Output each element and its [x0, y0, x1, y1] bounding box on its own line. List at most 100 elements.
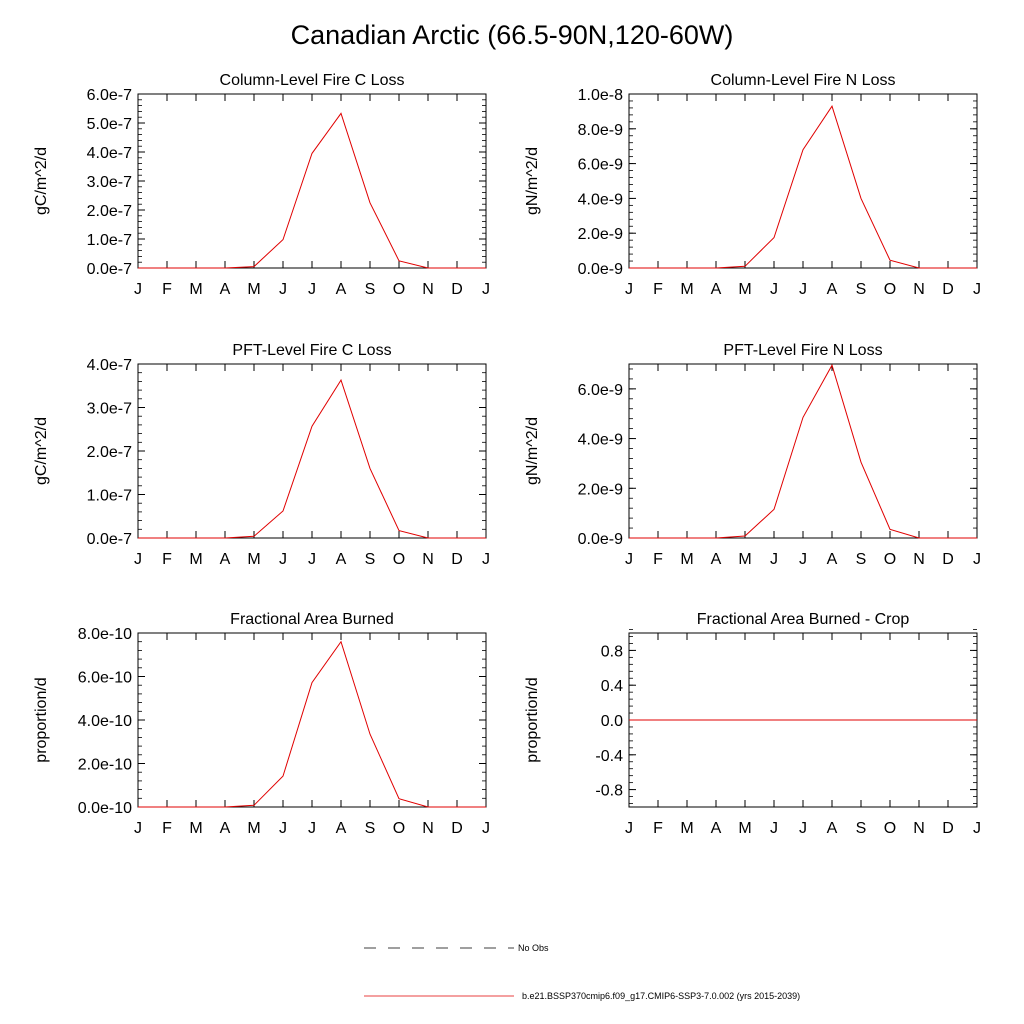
y-tick-label: 4.0e-7	[87, 145, 132, 162]
x-tick-label: J	[799, 820, 807, 837]
x-tick-label: M	[738, 551, 751, 568]
plot-frame	[137, 93, 487, 269]
y-axis-label: proportion/d	[33, 677, 50, 762]
x-tick-label: J	[134, 551, 142, 568]
x-tick-label: A	[711, 551, 722, 568]
x-tick-label: S	[856, 820, 867, 837]
y-tick-label: -0.4	[595, 748, 623, 765]
x-tick-label: D	[451, 820, 463, 837]
y-tick-label: 2.0e-9	[578, 226, 623, 243]
x-tick-label: J	[308, 551, 316, 568]
x-tick-label: M	[738, 820, 751, 837]
x-tick-label: J	[625, 281, 633, 298]
series-line	[629, 363, 977, 539]
x-tick-label: A	[220, 281, 231, 298]
x-tick-label: J	[625, 820, 633, 837]
plot-frame	[137, 363, 487, 539]
x-tick-label: J	[482, 281, 490, 298]
x-tick-label: N	[913, 281, 925, 298]
y-tick-label: 4.0e-9	[578, 432, 623, 449]
x-tick-label: J	[134, 820, 142, 837]
x-tick-label: A	[827, 551, 838, 568]
y-tick-label: 2.0e-10	[78, 757, 132, 774]
x-tick-label: S	[856, 281, 867, 298]
x-tick-label: D	[451, 281, 463, 298]
x-tick-label: O	[393, 551, 405, 568]
x-tick-label: M	[680, 551, 693, 568]
x-tick-label: D	[942, 551, 954, 568]
panel-title: Column-Level Fire C Loss	[220, 72, 405, 89]
panel-title: PFT-Level Fire C Loss	[232, 342, 391, 359]
y-tick-label: 6.0e-9	[578, 157, 623, 174]
y-tick-label: 3.0e-7	[87, 401, 132, 418]
x-tick-label: N	[422, 820, 434, 837]
x-tick-label: M	[247, 551, 260, 568]
y-tick-label: -0.8	[595, 783, 623, 800]
y-tick-label: 0.0e-7	[87, 261, 132, 278]
x-tick-label: A	[827, 281, 838, 298]
plot-frame	[628, 363, 978, 539]
x-tick-label: M	[189, 551, 202, 568]
y-tick-label: 0.8	[601, 643, 623, 660]
x-tick-label: F	[162, 281, 172, 298]
x-tick-label: J	[279, 820, 287, 837]
series-line	[138, 378, 486, 539]
y-tick-label: 8.0e-10	[78, 626, 132, 643]
legend: No Obs b.e21.BSSP370cmip6.f09_g17.CMIP6-…	[364, 943, 800, 1001]
x-tick-label: M	[189, 281, 202, 298]
x-tick-label: S	[365, 820, 376, 837]
x-tick-label: A	[220, 820, 231, 837]
x-tick-label: J	[279, 551, 287, 568]
x-tick-label: F	[162, 820, 172, 837]
y-tick-label: 6.0e-9	[578, 382, 623, 399]
x-tick-label: F	[653, 281, 663, 298]
x-tick-label: F	[653, 551, 663, 568]
x-tick-label: A	[336, 551, 347, 568]
x-tick-label: J	[973, 281, 981, 298]
x-tick-label: J	[799, 281, 807, 298]
x-tick-label: A	[220, 551, 231, 568]
plot-frame	[628, 93, 978, 269]
panel-title: Column-Level Fire N Loss	[711, 72, 896, 89]
legend-obs-label: No Obs	[518, 943, 549, 953]
x-tick-label: M	[247, 281, 260, 298]
panel-title: Fractional Area Burned - Crop	[697, 611, 910, 628]
x-tick-label: D	[942, 820, 954, 837]
y-axis-label: proportion/d	[524, 677, 541, 762]
y-tick-label: 1.0e-7	[87, 488, 132, 505]
x-tick-label: F	[162, 551, 172, 568]
series-line	[629, 105, 977, 269]
y-tick-label: 4.0e-9	[578, 191, 623, 208]
y-tick-label: 0.0	[601, 713, 623, 730]
y-tick-label: 1.0e-8	[578, 87, 623, 104]
y-tick-label: 0.0e-9	[578, 261, 623, 278]
x-tick-label: N	[422, 281, 434, 298]
x-tick-label: A	[711, 281, 722, 298]
x-tick-label: M	[680, 281, 693, 298]
x-tick-label: J	[279, 281, 287, 298]
x-tick-label: J	[482, 551, 490, 568]
y-tick-label: 2.0e-7	[87, 203, 132, 220]
y-tick-label: 6.0e-7	[87, 87, 132, 104]
x-tick-label: J	[625, 551, 633, 568]
x-tick-label: S	[365, 281, 376, 298]
x-tick-label: O	[884, 281, 896, 298]
figure-title: Canadian Arctic (66.5-90N,120-60W)	[290, 20, 734, 50]
x-tick-label: J	[973, 820, 981, 837]
x-tick-label: N	[913, 820, 925, 837]
y-tick-label: 2.0e-9	[578, 481, 623, 498]
plot-frame	[137, 632, 487, 808]
x-tick-label: J	[770, 281, 778, 298]
x-tick-label: N	[422, 551, 434, 568]
x-tick-label: F	[653, 820, 663, 837]
x-tick-label: O	[393, 281, 405, 298]
y-axis-label: gN/m^2/d	[524, 417, 541, 485]
x-tick-label: A	[336, 281, 347, 298]
y-tick-label: 4.0e-10	[78, 713, 132, 730]
